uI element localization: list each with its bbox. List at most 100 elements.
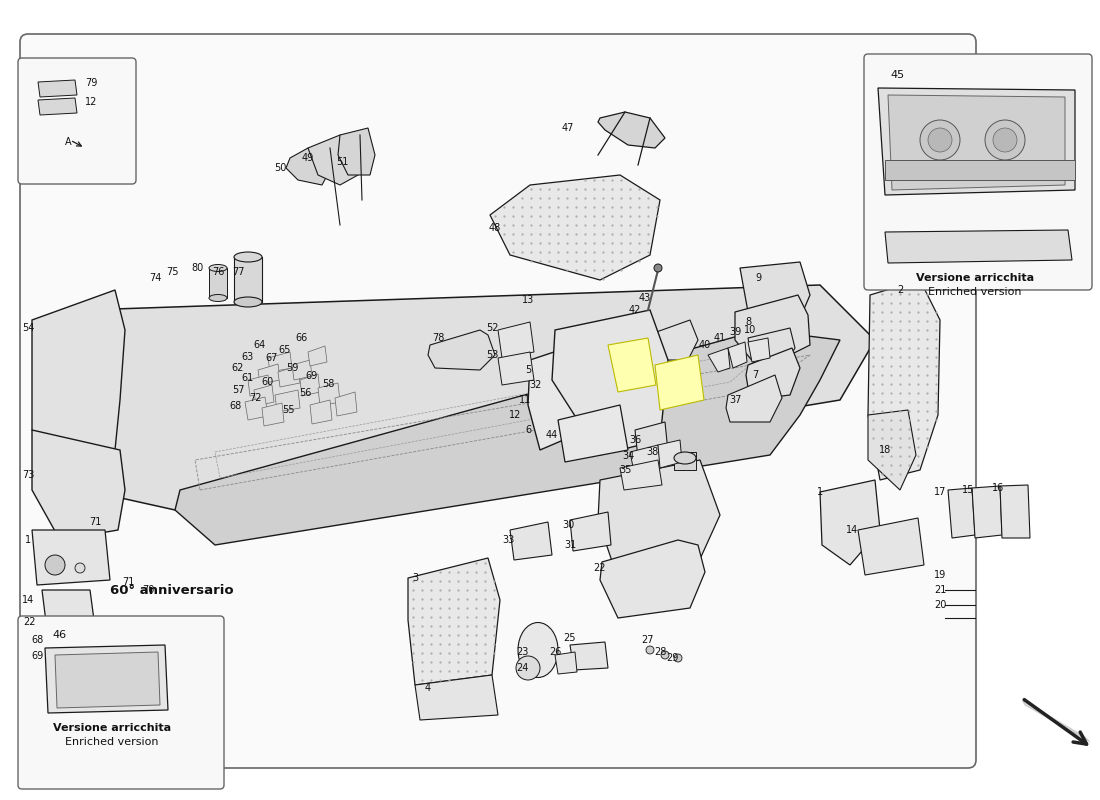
Text: 57: 57 — [232, 385, 244, 395]
Circle shape — [993, 128, 1018, 152]
Polygon shape — [635, 422, 668, 458]
Text: 1: 1 — [25, 535, 31, 545]
Polygon shape — [886, 230, 1072, 263]
Text: 71: 71 — [122, 577, 134, 587]
Text: 67: 67 — [266, 353, 278, 363]
Text: 23: 23 — [516, 647, 528, 657]
FancyBboxPatch shape — [18, 616, 224, 789]
Text: 76: 76 — [212, 267, 224, 277]
Text: 5: 5 — [525, 365, 531, 375]
Circle shape — [928, 128, 952, 152]
Text: 40: 40 — [698, 340, 711, 350]
Polygon shape — [740, 262, 810, 330]
Polygon shape — [726, 375, 782, 422]
Text: 9: 9 — [755, 273, 761, 283]
Text: 32: 32 — [529, 380, 541, 390]
Polygon shape — [820, 480, 880, 565]
Text: 31: 31 — [564, 540, 576, 550]
Text: 28: 28 — [653, 647, 667, 657]
Polygon shape — [32, 290, 125, 470]
Circle shape — [920, 120, 960, 160]
Polygon shape — [39, 80, 77, 97]
Text: 49: 49 — [301, 153, 315, 163]
Text: 50: 50 — [274, 163, 286, 173]
Text: 60° anniversario: 60° anniversario — [110, 583, 233, 597]
Text: 45: 45 — [890, 70, 904, 80]
Bar — [234, 257, 262, 302]
Polygon shape — [258, 364, 280, 384]
Polygon shape — [308, 135, 358, 185]
FancyBboxPatch shape — [18, 58, 136, 184]
Polygon shape — [598, 112, 666, 148]
Text: 47: 47 — [562, 123, 574, 133]
Text: 13: 13 — [521, 295, 535, 305]
Polygon shape — [336, 392, 358, 416]
Polygon shape — [498, 352, 534, 385]
Text: 79: 79 — [85, 78, 98, 88]
Ellipse shape — [209, 294, 227, 302]
Text: 1: 1 — [817, 487, 823, 497]
Polygon shape — [654, 355, 704, 410]
Polygon shape — [248, 375, 270, 396]
Text: 24: 24 — [516, 663, 528, 673]
Text: 52: 52 — [486, 323, 498, 333]
Text: 68: 68 — [229, 401, 241, 411]
Text: 12: 12 — [509, 410, 521, 420]
Text: 19: 19 — [934, 570, 946, 580]
Polygon shape — [268, 352, 292, 372]
Polygon shape — [948, 488, 975, 538]
Text: 22: 22 — [24, 617, 36, 627]
Polygon shape — [1022, 700, 1090, 742]
Text: 58: 58 — [322, 379, 334, 389]
Polygon shape — [245, 397, 268, 420]
Polygon shape — [318, 383, 340, 406]
Polygon shape — [646, 320, 698, 360]
Polygon shape — [338, 128, 375, 175]
Text: 51: 51 — [336, 157, 349, 167]
Polygon shape — [45, 645, 168, 713]
Text: 55: 55 — [282, 405, 295, 415]
Polygon shape — [1000, 485, 1030, 538]
Text: 65: 65 — [278, 345, 292, 355]
Text: 30: 30 — [562, 520, 574, 530]
Polygon shape — [528, 345, 590, 450]
Text: 62: 62 — [232, 363, 244, 373]
Text: 80: 80 — [191, 263, 205, 273]
Polygon shape — [972, 486, 1002, 538]
Text: 53: 53 — [486, 350, 498, 360]
Polygon shape — [408, 558, 501, 685]
Polygon shape — [275, 390, 300, 412]
Polygon shape — [746, 348, 800, 400]
Polygon shape — [490, 175, 660, 280]
Text: 22: 22 — [594, 563, 606, 573]
Polygon shape — [878, 88, 1075, 195]
Polygon shape — [300, 374, 320, 396]
Text: 27: 27 — [641, 635, 654, 645]
Text: 14: 14 — [846, 525, 858, 535]
Circle shape — [516, 656, 540, 680]
Text: Versione arricchita: Versione arricchita — [916, 273, 1034, 283]
Polygon shape — [310, 400, 332, 424]
Text: 68: 68 — [32, 635, 44, 645]
Polygon shape — [415, 675, 498, 720]
Polygon shape — [556, 652, 578, 674]
Text: 29: 29 — [666, 653, 679, 663]
Text: 3: 3 — [411, 573, 418, 583]
Polygon shape — [570, 512, 611, 551]
Text: 54: 54 — [22, 323, 34, 333]
Text: 43: 43 — [639, 293, 651, 303]
Text: 11: 11 — [519, 395, 531, 405]
Circle shape — [674, 654, 682, 662]
Polygon shape — [32, 530, 110, 585]
Polygon shape — [630, 445, 661, 472]
Text: 42: 42 — [629, 305, 641, 315]
Text: 17: 17 — [934, 487, 946, 497]
Text: 16: 16 — [992, 483, 1004, 493]
Polygon shape — [868, 410, 916, 490]
Text: Enriched version: Enriched version — [65, 737, 158, 747]
Circle shape — [75, 563, 85, 573]
Polygon shape — [55, 652, 160, 708]
Text: A: A — [65, 137, 72, 147]
Text: 78: 78 — [432, 333, 444, 343]
FancyBboxPatch shape — [864, 54, 1092, 290]
